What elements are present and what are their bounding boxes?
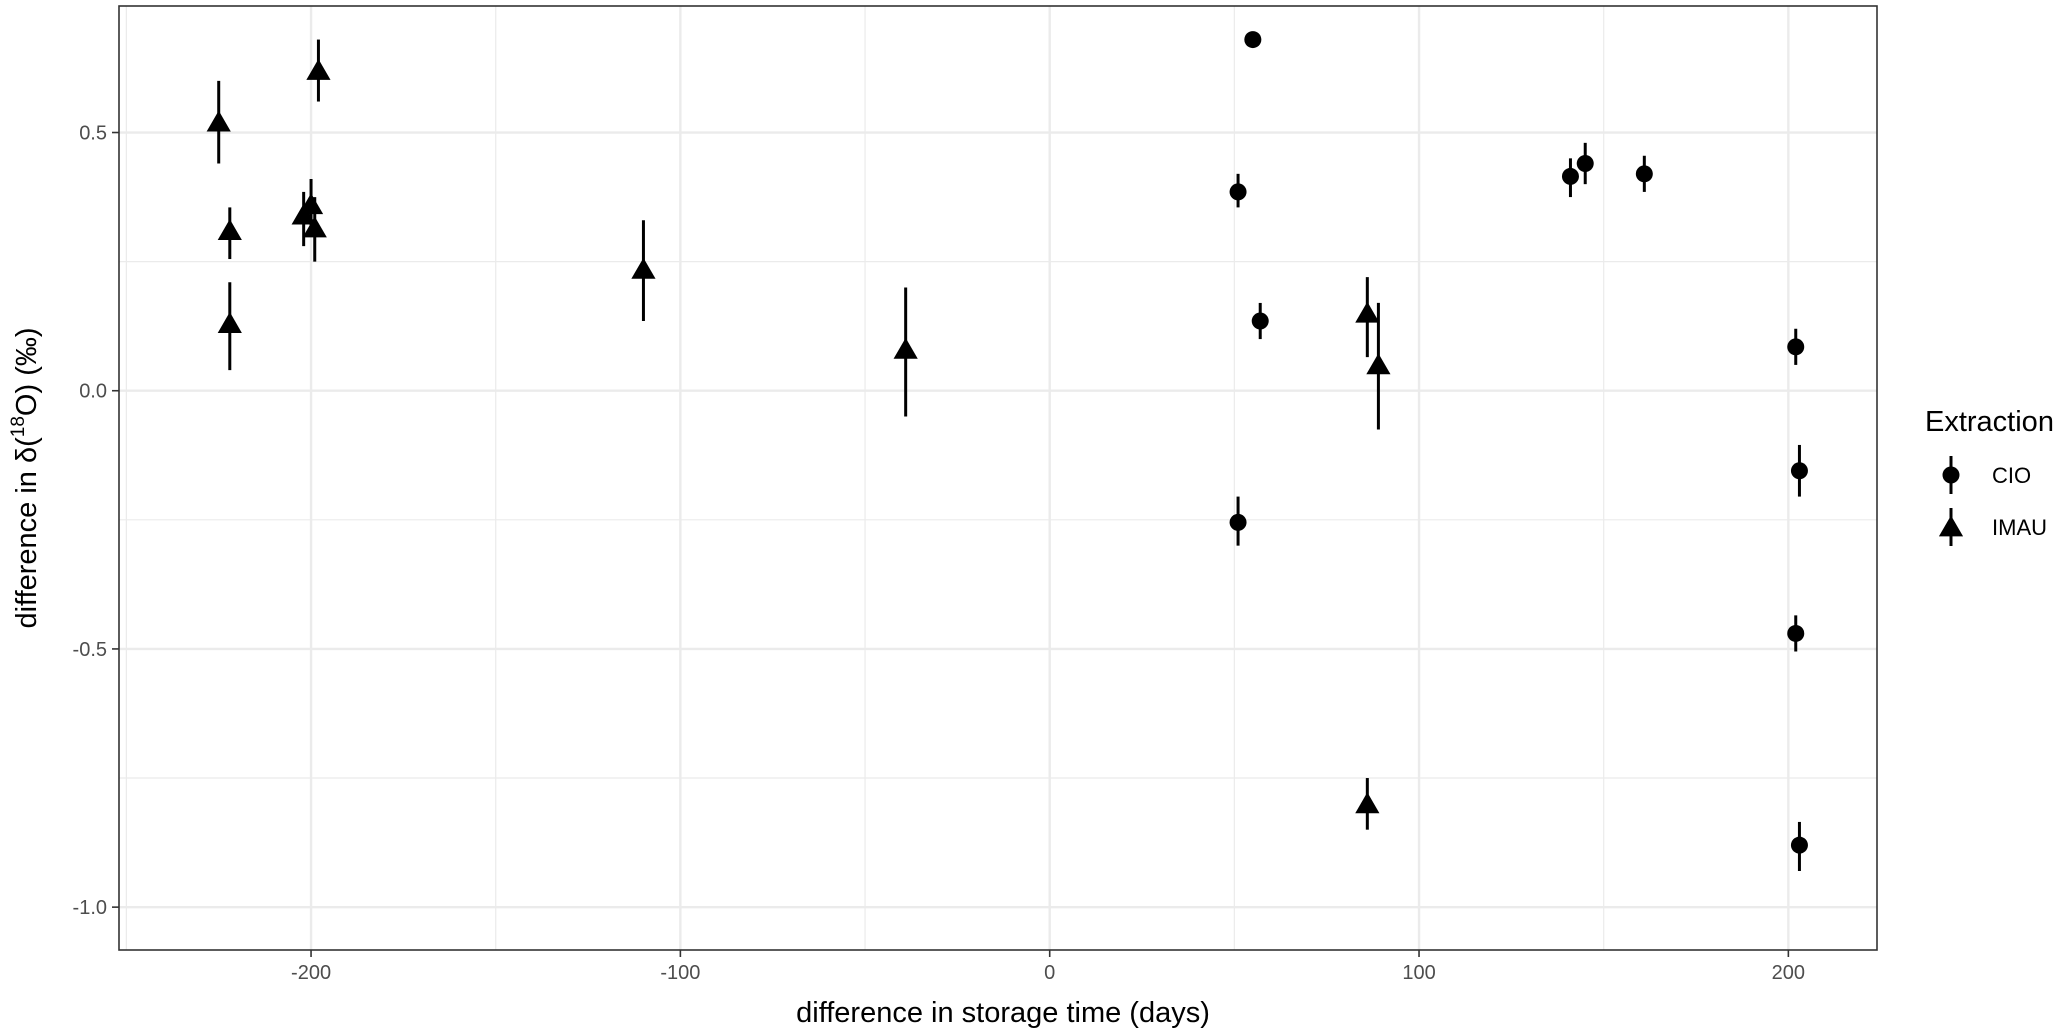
data-point-imau [302, 216, 327, 238]
data-point-cio [1635, 165, 1653, 183]
data-point-cio [1576, 155, 1594, 173]
x-tick-label: -100 [660, 962, 700, 984]
data-point-imau [298, 193, 324, 215]
data-point-cio [1244, 31, 1262, 49]
data-point-cio [1790, 462, 1808, 480]
y-axis-ticks: -1.0 -0.5 0.0 0.5 [73, 123, 119, 919]
data-point-cio [1229, 513, 1247, 531]
data-point-imau [1355, 792, 1380, 814]
data-point-imau [217, 219, 242, 240]
data-point-imau [893, 337, 918, 359]
data-point-cio [1229, 183, 1247, 201]
grid-minor [119, 6, 1877, 950]
legend: Extraction CIO IMAU [1925, 406, 2054, 546]
y-axis-title: difference in δ(18O) (‰) [8, 327, 43, 628]
y-axis-title-pre: difference in δ( [11, 437, 43, 629]
data-point-imau [217, 312, 242, 333]
x-axis-ticks: -200 -100 0 100 200 [291, 950, 1805, 984]
y-tick-label: -1.0 [73, 897, 107, 919]
data-point-imau [306, 59, 331, 80]
plot-panel-background [119, 6, 1877, 950]
data-point-cio [1251, 312, 1269, 330]
y-tick-label: -0.5 [73, 639, 107, 661]
legend-label-cio: CIO [1992, 463, 2031, 488]
plot-panel-border [118, 5, 1878, 951]
y-tick-label: 0.0 [79, 381, 107, 403]
data-point-imau [1366, 353, 1391, 375]
data-point-cio [1561, 167, 1579, 185]
data-points [206, 31, 1808, 854]
data-point-imau [206, 110, 231, 132]
x-tick-label: 100 [1402, 962, 1435, 984]
data-point-imau [631, 257, 656, 279]
legend-label-imau: IMAU [1992, 515, 2047, 540]
x-tick-label: -200 [291, 962, 331, 984]
grid-major [119, 6, 1877, 950]
data-point-cio [1787, 338, 1805, 356]
y-tick-label: 0.5 [79, 123, 107, 145]
data-point-cio [1787, 624, 1805, 642]
legend-entries: CIO IMAU [1938, 456, 2047, 546]
legend-title: Extraction [1925, 406, 2054, 438]
x-axis-title: difference in storage time (days) [796, 997, 1210, 1029]
y-axis-title-post: O) (‰) [11, 327, 43, 416]
x-tick-label: 200 [1772, 962, 1805, 984]
y-axis-title-sup: 18 [8, 416, 29, 437]
data-point-cio [1790, 836, 1808, 854]
legend-key-imau [1938, 515, 1964, 537]
data-point-imau [1355, 301, 1380, 323]
x-tick-label: 0 [1044, 962, 1055, 984]
legend-key-cio [1942, 466, 1960, 484]
